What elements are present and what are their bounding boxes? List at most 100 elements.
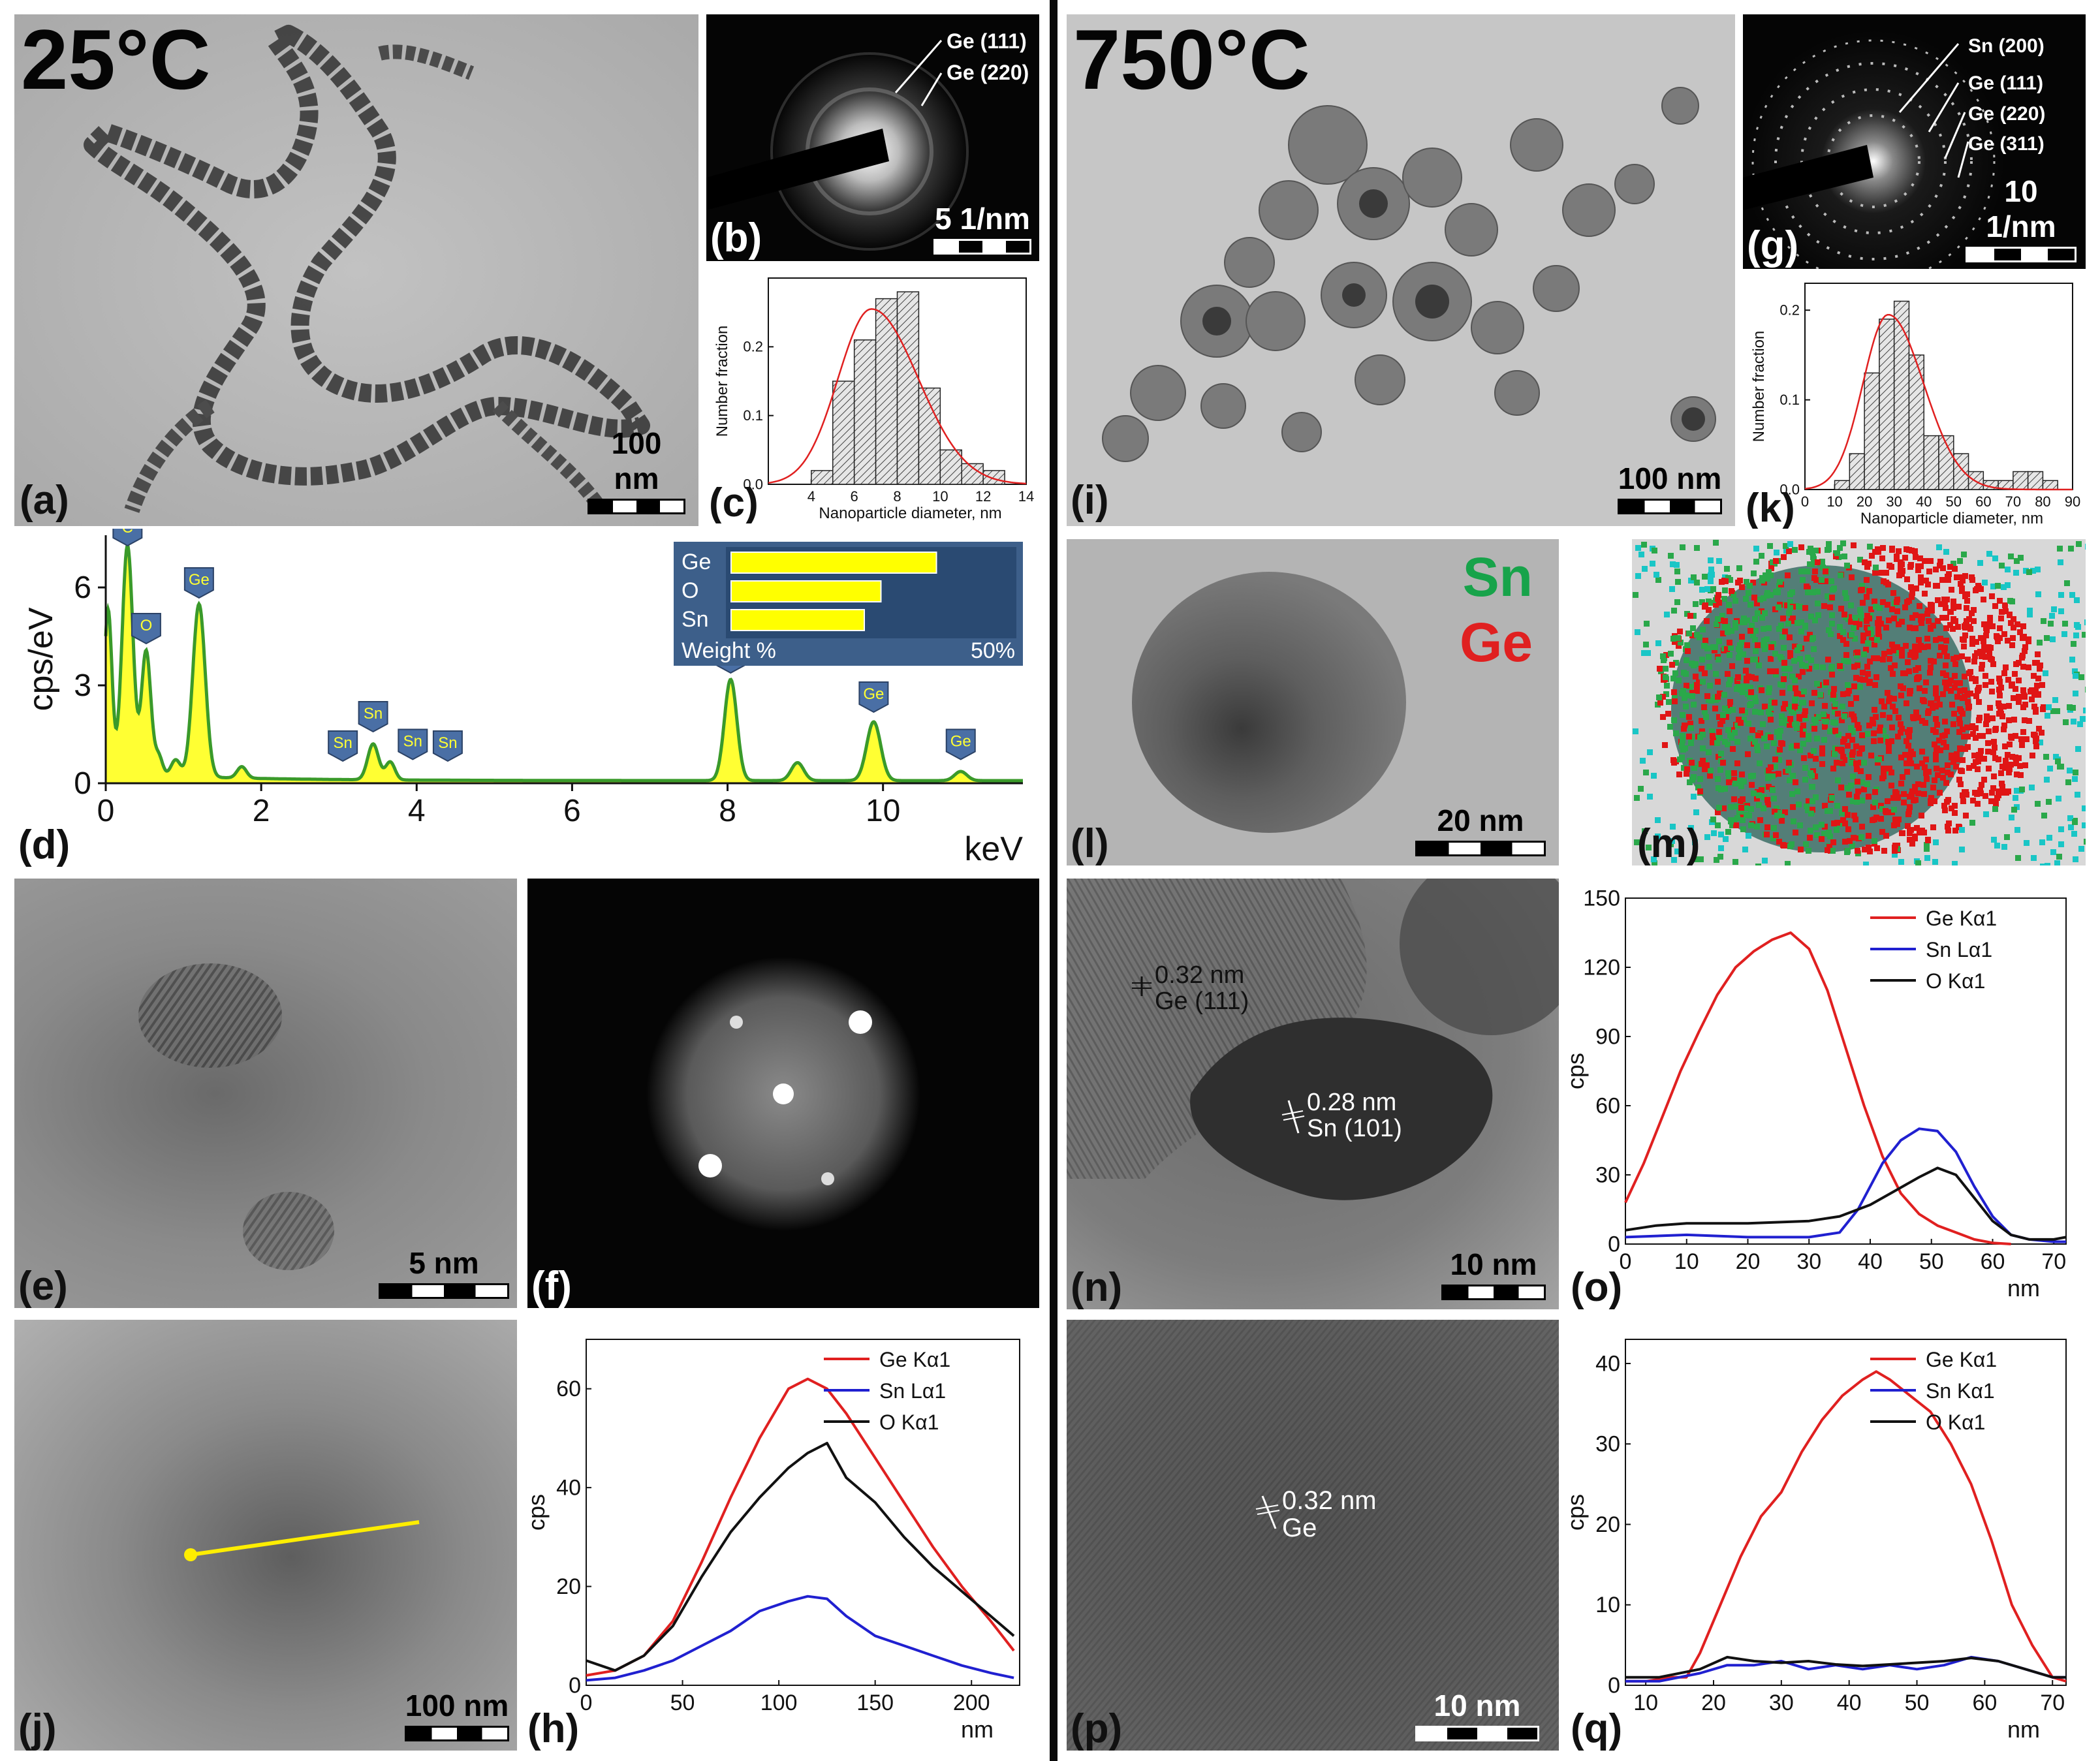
map-pixel: [1762, 646, 1768, 652]
map-pixel: [2068, 546, 2074, 552]
map-pixel: [1941, 597, 1947, 602]
map-pixel: [1802, 708, 1808, 714]
map-pixel: [1657, 666, 1663, 672]
hrtem-image-e: (e) 5 nm: [14, 879, 517, 1308]
map-pixel: [1924, 611, 1930, 617]
map-pixel: [1689, 632, 1695, 638]
map-pixel: [1854, 653, 1860, 659]
map-pixel: [1915, 567, 1921, 573]
weight-axis-label: Weight %: [682, 638, 776, 663]
map-pixel: [1762, 610, 1768, 616]
map-pixel: [1971, 659, 1977, 664]
map-pixel: [2041, 813, 2047, 818]
hrtem-image-p: 0.32 nm Ge (p) 10 nm: [1067, 1320, 1559, 1751]
peak-label: Sn: [333, 734, 352, 752]
map-pixel: [1908, 827, 1914, 833]
map-pixel: [1994, 843, 2000, 849]
map-pixel: [1879, 775, 1885, 781]
map-pixel: [1961, 734, 1967, 740]
map-pixel: [1838, 606, 1844, 612]
histogram-bar: [918, 387, 941, 485]
map-pixel: [2008, 762, 2014, 768]
map-pixel: [1933, 685, 1939, 691]
x-tick-label: 50: [1905, 1691, 1930, 1715]
map-pixel: [1892, 848, 1898, 854]
map-pixel: [1720, 631, 1726, 636]
map-pixel: [1811, 726, 1817, 732]
map-pixel: [1729, 822, 1735, 828]
map-pixel: [2003, 790, 2009, 796]
histogram-bar: [1879, 319, 1895, 490]
map-pixel: [1883, 833, 1889, 839]
map-pixel: [1919, 620, 1924, 626]
map-pixel: [2005, 567, 2011, 572]
map-pixel: [2048, 621, 2054, 627]
map-pixel: [1986, 766, 1992, 771]
map-pixel: [1845, 659, 1851, 664]
map-pixel: [2072, 776, 2078, 782]
map-pixel: [1962, 591, 1968, 597]
map-pixel: [1928, 664, 1934, 670]
saed-g-ring-2: Ge (111): [1968, 72, 2043, 94]
map-pixel: [1980, 733, 1986, 739]
map-pixel: [1681, 726, 1687, 732]
map-pixel: [2020, 687, 2026, 693]
map-pixel: [1804, 803, 1810, 809]
map-pixel: [1992, 806, 1998, 812]
map-pixel: [1951, 759, 1956, 765]
map-pixel: [1908, 584, 1914, 590]
legend-label: Ge Kα1: [1926, 1348, 1997, 1371]
x-tick-label: 0: [1801, 493, 1809, 510]
map-pixel: [2040, 864, 2046, 865]
map-pixel: [1752, 657, 1758, 662]
map-pixel: [1939, 615, 1945, 621]
y-tick-label: 6: [74, 570, 91, 605]
y-tick-label: 60: [556, 1377, 581, 1401]
map-pixel: [1787, 777, 1793, 783]
scale-bar-b-text: 5 1/nm: [935, 202, 1030, 236]
legend-label: Sn Lα1: [1926, 938, 1992, 961]
map-pixel: [1977, 560, 1983, 566]
map-pixel: [2019, 742, 2025, 748]
y-tick-label: 0.2: [1779, 302, 1800, 319]
map-pixel: [1793, 603, 1799, 609]
map-pixel: [2006, 770, 2012, 775]
map-pixel: [1753, 628, 1759, 634]
map-pixel: [1776, 757, 1782, 763]
column-divider: [1050, 0, 1058, 1761]
map-pixel: [1821, 711, 1826, 717]
map-pixel: [1991, 739, 1997, 745]
map-pixel: [1862, 847, 1868, 852]
map-pixel: [1957, 688, 1963, 694]
map-pixel: [2022, 717, 2028, 723]
map-pixel: [1739, 708, 1745, 713]
scale-bar-g-text: 10 1/nm: [1986, 174, 2056, 243]
map-pixel: [1806, 848, 1811, 854]
map-pixel: [1840, 540, 1846, 546]
map-pixel: [1991, 837, 1997, 843]
map-pixel: [1885, 690, 1890, 696]
map-pixel: [1936, 738, 1942, 743]
map-pixel: [1841, 658, 1847, 664]
map-pixel: [1811, 646, 1817, 652]
map-pixel: [1883, 625, 1889, 631]
map-pixel: [1965, 734, 1971, 740]
y-tick-label: 40: [1595, 1351, 1620, 1376]
map-pixel: [1941, 803, 1947, 809]
map-pixel: [1829, 672, 1835, 678]
map-pixel: [1811, 690, 1817, 696]
y-axis-label: cps: [1567, 1053, 1589, 1089]
map-pixel: [1716, 754, 1721, 760]
map-pixel: [1701, 704, 1707, 710]
map-pixel: [2013, 760, 2019, 766]
map-pixel: [1933, 839, 1939, 845]
map-pixel: [1859, 732, 1865, 738]
map-pixel: [1899, 726, 1905, 732]
map-pixel: [1812, 773, 1818, 779]
map-pixel: [1978, 790, 1984, 796]
map-pixel: [1910, 714, 1916, 720]
map-pixel: [1911, 649, 1917, 655]
histogram-bar: [982, 470, 1005, 485]
map-pixel: [1674, 599, 1680, 605]
